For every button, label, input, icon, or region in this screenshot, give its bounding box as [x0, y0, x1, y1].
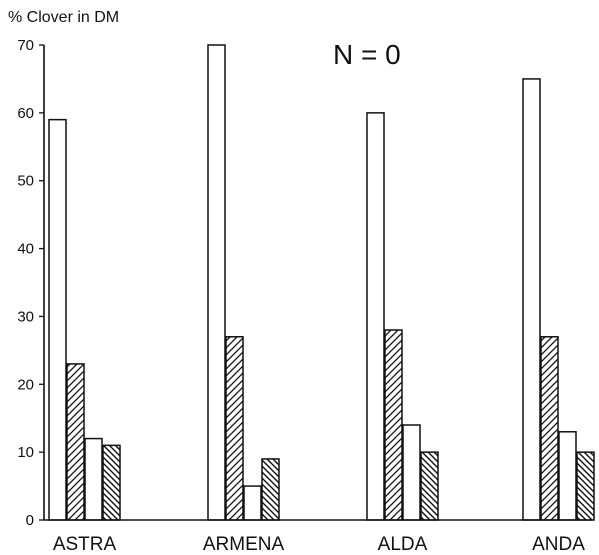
- bar-anda-1: [522, 78, 541, 521]
- x-axis: ASTRA ARMENA ALDA ANDA: [53, 534, 585, 555]
- y-tick-label: 60: [17, 105, 34, 122]
- x-tick-label-astra: ASTRA: [53, 534, 117, 555]
- y-tick-label: 20: [17, 376, 34, 393]
- y-tick-label: 10: [17, 444, 34, 461]
- bar-anda-2: [540, 336, 559, 521]
- bar-armena-3: [243, 485, 262, 521]
- bar-alda-2: [384, 329, 403, 521]
- y-tick-label: 0: [26, 512, 34, 529]
- y-tick-label: 30: [17, 308, 34, 325]
- x-tick-label-anda: ANDA: [532, 534, 585, 555]
- bar-alda-1: [366, 112, 385, 521]
- bar-astra-4: [102, 444, 121, 521]
- bar-armena-2: [225, 336, 244, 521]
- bars: [48, 44, 595, 521]
- chart-annotation: N = 0: [333, 39, 401, 70]
- x-tick-label-armena: ARMENA: [203, 534, 285, 555]
- bar-armena-4: [261, 458, 280, 521]
- y-axis: 0 10 20 30 40 50 60 70: [17, 37, 44, 529]
- bar-alda-3: [402, 424, 421, 521]
- y-axis-label: % Clover in DM: [8, 9, 119, 26]
- y-tick-label: 50: [17, 173, 34, 190]
- bar-armena-1: [207, 44, 226, 521]
- bar-astra-3: [84, 437, 103, 521]
- x-tick-label-alda: ALDA: [378, 534, 428, 555]
- bar-astra-2: [66, 363, 85, 521]
- y-tick-label: 40: [17, 241, 34, 258]
- bar-anda-4: [576, 451, 595, 521]
- bar-alda-4: [420, 451, 439, 521]
- y-tick-label: 70: [17, 37, 34, 54]
- bar-anda-3: [558, 431, 577, 521]
- bar-astra-1: [48, 118, 67, 521]
